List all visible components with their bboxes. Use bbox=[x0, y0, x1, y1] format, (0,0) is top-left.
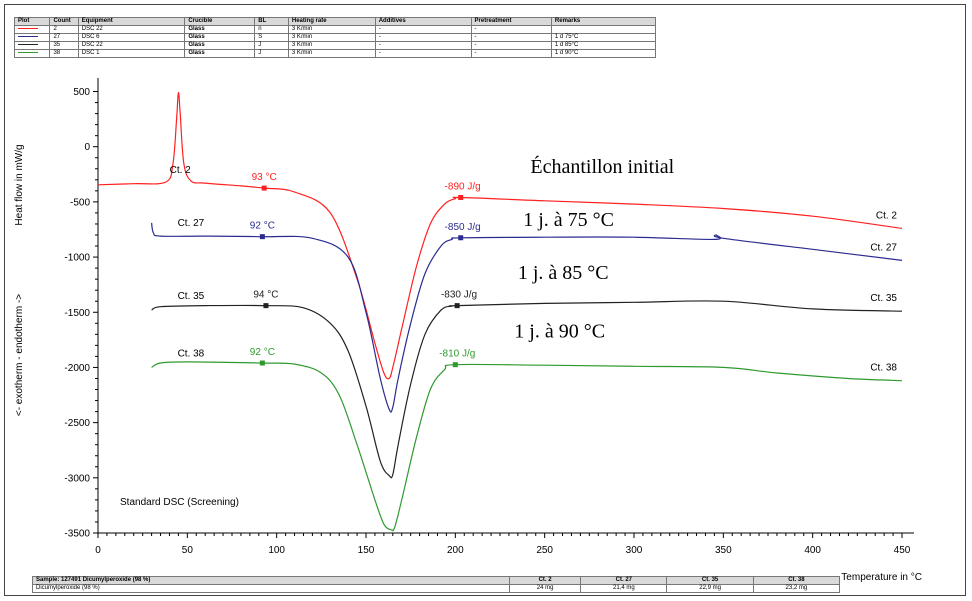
y-tick-label: 500 bbox=[73, 87, 90, 98]
plot-color-swatch bbox=[18, 27, 38, 29]
sample-table-row: Dicumylperoxide (98 %) 24 mg 21,4 mg 22,9 … bbox=[32, 584, 841, 593]
chart-axes: 500 0 -500 -1000 -1500 -2000 -2500 -3000 -3500 0 5… bbox=[64, 78, 914, 556]
table-row: 38 DSC 1 Glass J 3 K/min - -1 d 90°C bbox=[13, 49, 657, 58]
table-cell-remarks: 1 d 90°C bbox=[550, 49, 657, 58]
sample-condition-annotation: Échantillon initial bbox=[530, 155, 674, 178]
sample-condition-annotation: 1 j. à 90 °C bbox=[514, 321, 605, 343]
sample-condition-annotation: 1 j. à 85 °C bbox=[518, 262, 609, 284]
sample-condition-annotation: 1 j. à 75 °C bbox=[523, 209, 614, 231]
series-end-label: Ct. 35 bbox=[870, 293, 897, 304]
series-end-label: Ct. 38 bbox=[870, 363, 897, 374]
series-line-ct-2 bbox=[97, 91, 903, 380]
sample-title: Sample: 127491 Dicumylperoxide (98 %) bbox=[32, 576, 510, 585]
y-axis-label: Heat flow in mW/g bbox=[14, 144, 25, 225]
series-marker bbox=[458, 194, 464, 200]
enthalpy-label: -850 J/g bbox=[445, 222, 481, 233]
series-end-label: Ct. 2 bbox=[876, 210, 898, 221]
enthalpy-label: -810 J/g bbox=[439, 349, 475, 360]
x-axis-label: Temperature in °C bbox=[841, 572, 922, 583]
series-line-ct-35 bbox=[151, 300, 903, 479]
measurement-table-body: 2 DSC 22 Glass n 3 K/min - -27 DSC 6 Glass S 3 K/m… bbox=[13, 25, 657, 58]
series-start-label: Ct. 35 bbox=[178, 291, 205, 302]
series-line-ct-27 bbox=[151, 222, 903, 413]
enthalpy-label: -830 J/g bbox=[441, 290, 477, 301]
sample-header-cell: Ct. 35 bbox=[666, 576, 754, 585]
plot-color-swatch bbox=[18, 35, 38, 37]
table-row: 2 DSC 22 Glass n 3 K/min - - bbox=[13, 25, 657, 34]
measurement-table: Plot Count Equipment Crucible BL Heating rate… bbox=[13, 17, 657, 58]
x-tick-label: 150 bbox=[358, 545, 375, 556]
chart-note: Standard DSC (Screening) bbox=[120, 497, 239, 508]
sample-header-cell: Ct. 2 bbox=[508, 576, 582, 585]
y-tick-label: -3500 bbox=[64, 529, 90, 540]
y-tick-label: -2000 bbox=[64, 363, 90, 374]
measurement-table-header: Plot Count Equipment Crucible BL Heating rate… bbox=[13, 17, 657, 26]
figure-frame bbox=[4, 4, 966, 596]
y-tick-label: -500 bbox=[70, 197, 90, 208]
plot-color-swatch bbox=[18, 51, 38, 53]
onset-temperature-label: 92 °C bbox=[250, 347, 275, 358]
series-line-ct-38 bbox=[151, 361, 903, 532]
series-marker bbox=[458, 235, 464, 241]
y-tick-label: -2500 bbox=[64, 418, 90, 429]
series-marker bbox=[454, 303, 460, 309]
table-cell-pretreatment: - bbox=[470, 49, 552, 58]
onset-temperature-label: 93 °C bbox=[252, 172, 277, 183]
series-end-label: Ct. 27 bbox=[870, 242, 897, 253]
sample-table-header: Sample: 127491 Dicumylperoxide (98 %) Ct… bbox=[32, 576, 841, 585]
x-tick-label: 250 bbox=[536, 545, 553, 556]
y-tick-label: -1500 bbox=[64, 308, 90, 319]
chart-labels: 93 °C -890 J/g Ct. 2 Ct. 2 92 °C -850 J/g Ct. … bbox=[170, 155, 898, 373]
sample-mass-cell: 21,4 mg bbox=[580, 584, 668, 593]
series-marker bbox=[263, 303, 269, 309]
table-row: 35 DSC 22 Glass J 3 K/min - -1 d 85°C bbox=[13, 41, 657, 50]
chart-series bbox=[97, 91, 903, 532]
x-tick-label: 100 bbox=[268, 545, 285, 556]
series-marker bbox=[259, 360, 265, 366]
x-tick-label: 300 bbox=[626, 545, 643, 556]
y-axis-direction-label: <- exotherm - endotherm -> bbox=[14, 294, 25, 416]
sample-mass-cell: 22,9 mg bbox=[666, 584, 754, 593]
x-tick-label: 50 bbox=[182, 545, 194, 556]
x-tick-label: 200 bbox=[447, 545, 464, 556]
onset-temperature-label: 94 °C bbox=[253, 290, 278, 301]
y-tick-label: 0 bbox=[84, 142, 90, 153]
enthalpy-label: -890 J/g bbox=[445, 181, 481, 192]
x-tick-label: 350 bbox=[715, 545, 732, 556]
plot-swatch-cell bbox=[13, 49, 51, 58]
series-start-label: Ct. 27 bbox=[178, 218, 205, 229]
x-tick-label: 400 bbox=[804, 545, 821, 556]
series-marker bbox=[259, 234, 265, 240]
sample-row-label: Dicumylperoxide (98 %) bbox=[32, 584, 510, 593]
series-marker bbox=[261, 185, 267, 191]
x-tick-label: 0 bbox=[95, 545, 101, 556]
sample-header-cell: Ct. 27 bbox=[580, 576, 668, 585]
y-tick-label: -3000 bbox=[64, 473, 90, 484]
sample-table: Sample: 127491 Dicumylperoxide (98 %) Ct… bbox=[32, 576, 841, 593]
sample-mass-cell: 23,2 mg bbox=[752, 584, 841, 593]
x-tick-label: 450 bbox=[894, 545, 911, 556]
series-marker bbox=[452, 362, 458, 368]
sample-header-cell: Ct. 38 bbox=[752, 576, 841, 585]
plot-color-swatch bbox=[18, 43, 38, 45]
table-cell-crucible: Glass bbox=[184, 49, 256, 58]
sample-mass-cell: 24 mg bbox=[508, 584, 582, 593]
onset-temperature-label: 92 °C bbox=[250, 221, 275, 232]
series-start-label: Ct. 2 bbox=[170, 165, 192, 176]
series-start-label: Ct. 38 bbox=[178, 348, 205, 359]
table-cell-count: 38 bbox=[49, 49, 79, 58]
y-tick-label: -1000 bbox=[64, 253, 90, 264]
